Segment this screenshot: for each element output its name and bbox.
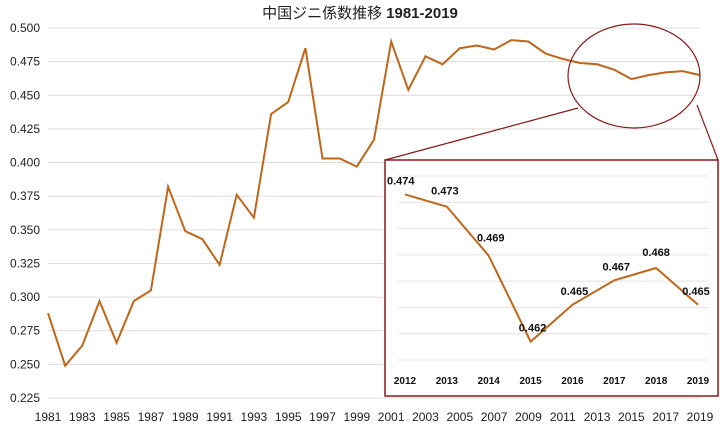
zoom-connector-right bbox=[696, 104, 719, 161]
inset-x-tick-label: 2016 bbox=[561, 376, 584, 387]
inset-x-tick-label: 2013 bbox=[436, 376, 459, 387]
x-tick-label: 2013 bbox=[584, 410, 611, 424]
inset-x-tick-label: 2018 bbox=[645, 376, 668, 387]
x-tick-label: 1993 bbox=[241, 410, 268, 424]
inset-data-label: 0.474 bbox=[387, 175, 415, 187]
inset-chart: 0.474 0.473 0.469 0.462 0.465 0.467 0.468 0.465… bbox=[384, 159, 719, 397]
inset-gridlines bbox=[398, 175, 708, 361]
y-tick-label: 0.325 bbox=[10, 256, 40, 270]
x-axis-ticks: 1981 1983 1985 1987 1989 1991 1993 1995 1997 1999… bbox=[35, 410, 714, 424]
inset-x-tick-label: 2017 bbox=[603, 376, 626, 387]
inset-x-tick-label: 2019 bbox=[687, 376, 710, 387]
y-axis-ticks: 0.225 0.250 0.275 0.300 0.325 0.350 0.375 0.400… bbox=[10, 21, 40, 405]
zoom-connector-left bbox=[384, 107, 579, 161]
x-tick-label: 2001 bbox=[378, 410, 405, 424]
y-tick-label: 0.475 bbox=[10, 55, 40, 69]
inset-data-label: 0.465 bbox=[682, 286, 710, 298]
x-tick-label: 1989 bbox=[172, 410, 199, 424]
x-tick-label: 2015 bbox=[618, 410, 645, 424]
y-tick-label: 0.425 bbox=[10, 122, 40, 136]
x-tick-label: 1997 bbox=[309, 410, 336, 424]
y-tick-label: 0.400 bbox=[10, 156, 40, 170]
inset-data-label: 0.468 bbox=[642, 247, 670, 259]
x-tick-label: 2003 bbox=[412, 410, 439, 424]
inset-data-label: 0.465 bbox=[561, 286, 589, 298]
x-tick-label: 1981 bbox=[35, 410, 62, 424]
y-tick-label: 0.450 bbox=[10, 88, 40, 102]
inset-frame bbox=[384, 159, 719, 397]
inset-data-label: 0.467 bbox=[603, 261, 631, 273]
x-tick-label: 1995 bbox=[275, 410, 302, 424]
x-tick-label: 2009 bbox=[515, 410, 542, 424]
chart-title: 中国ジニ係数推移 1981-2019 bbox=[262, 4, 458, 22]
x-tick-label: 2017 bbox=[652, 410, 679, 424]
gini-series-line bbox=[47, 37, 701, 368]
y-tick-label: 0.375 bbox=[10, 189, 40, 203]
x-tick-label: 1999 bbox=[343, 410, 370, 424]
x-tick-label: 2007 bbox=[481, 410, 508, 424]
x-tick-label: 2011 bbox=[550, 410, 576, 424]
inset-x-tick-label: 2014 bbox=[478, 376, 501, 387]
x-tick-label: 2019 bbox=[687, 410, 714, 424]
inset-x-ticks: 2012 2013 2014 2015 2016 2017 2018 2019 bbox=[394, 376, 710, 387]
inset-data-label: 0.469 bbox=[477, 233, 505, 245]
y-tick-label: 0.500 bbox=[10, 21, 40, 35]
zoom-callout bbox=[384, 23, 719, 161]
x-tick-label: 1983 bbox=[69, 410, 96, 424]
gridlines bbox=[48, 27, 700, 399]
y-tick-label: 0.250 bbox=[10, 357, 40, 371]
x-tick-label: 1985 bbox=[103, 410, 130, 424]
inset-data-label: 0.473 bbox=[431, 186, 459, 198]
inset-x-tick-label: 2012 bbox=[394, 376, 417, 387]
inset-data-labels: 0.474 0.473 0.469 0.462 0.465 0.467 0.468 0.465 bbox=[387, 175, 710, 334]
inset-series-line bbox=[404, 193, 699, 344]
y-tick-label: 0.350 bbox=[10, 223, 40, 237]
x-tick-label: 2005 bbox=[446, 410, 473, 424]
y-tick-label: 0.300 bbox=[10, 290, 40, 304]
inset-x-tick-label: 2015 bbox=[519, 376, 542, 387]
y-tick-label: 0.225 bbox=[10, 391, 40, 405]
y-tick-label: 0.275 bbox=[10, 324, 40, 338]
zoom-highlight-ellipse bbox=[567, 23, 701, 129]
inset-data-label: 0.462 bbox=[519, 323, 547, 335]
x-tick-label: 1987 bbox=[138, 410, 165, 424]
x-tick-label: 1991 bbox=[206, 410, 233, 424]
